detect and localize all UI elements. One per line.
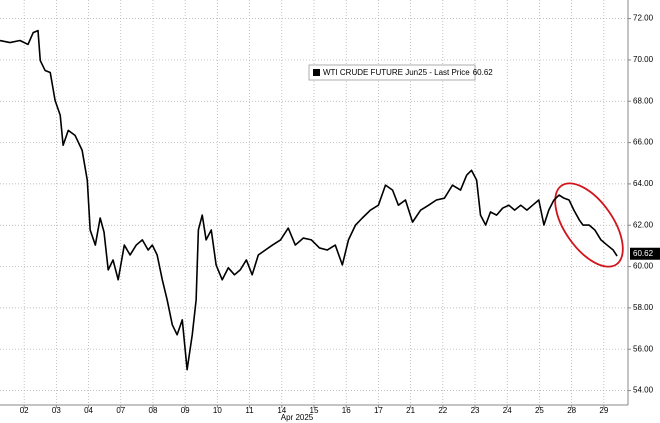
legend-text: WTI CRUDE FUTURE Jun25 - Last Price 60.62 xyxy=(323,68,493,77)
x-tick-label: 24 xyxy=(503,406,512,415)
x-tick-label: 14 xyxy=(277,406,286,415)
x-tick-label: 15 xyxy=(310,406,319,415)
x-tick-label: 28 xyxy=(567,406,576,415)
x-tick-label: 08 xyxy=(149,406,158,415)
y-tick-label: 56.00 xyxy=(633,344,654,353)
legend-box xyxy=(308,64,476,81)
legend-entry: WTI CRUDE FUTURE Jun25 - Last Price xyxy=(323,68,470,77)
x-axis-label: Apr 2025 xyxy=(281,413,314,422)
y-tick-label: 58.00 xyxy=(633,303,654,312)
y-tick-label: 70.00 xyxy=(633,55,654,64)
legend-last-price: 60.62 xyxy=(473,68,494,77)
x-tick-label: 03 xyxy=(52,406,61,415)
x-tick-label: 10 xyxy=(213,406,222,415)
last-price-label: 60.62 xyxy=(633,249,654,258)
x-tick-label: 17 xyxy=(374,406,383,415)
highlight-ellipse xyxy=(554,182,624,268)
y-tick-label: 68.00 xyxy=(633,96,654,105)
price-line xyxy=(0,29,618,371)
y-tick-label: 62.00 xyxy=(633,220,654,229)
x-tick-label: 09 xyxy=(181,406,190,415)
x-tick-label: 29 xyxy=(599,406,608,415)
y-tick-label: 72.00 xyxy=(633,14,654,23)
legend-swatch xyxy=(313,69,320,76)
x-tick-label: 11 xyxy=(245,406,254,415)
x-tick-label: 04 xyxy=(84,406,93,415)
x-tick-label: 25 xyxy=(535,406,544,415)
x-tick-label: 02 xyxy=(20,406,29,415)
y-tick-label: 64.00 xyxy=(633,179,654,188)
x-tick-label: 22 xyxy=(438,406,447,415)
y-tick-label: 60.00 xyxy=(633,262,654,271)
x-tick-label: 23 xyxy=(471,406,480,415)
x-tick-label: 21 xyxy=(406,406,415,415)
last-price-tag xyxy=(630,247,660,260)
y-tick-label: 54.00 xyxy=(633,386,654,395)
x-tick-label: 07 xyxy=(116,406,125,415)
y-tick-label: 66.00 xyxy=(633,138,654,147)
x-tick-label: 16 xyxy=(342,406,351,415)
